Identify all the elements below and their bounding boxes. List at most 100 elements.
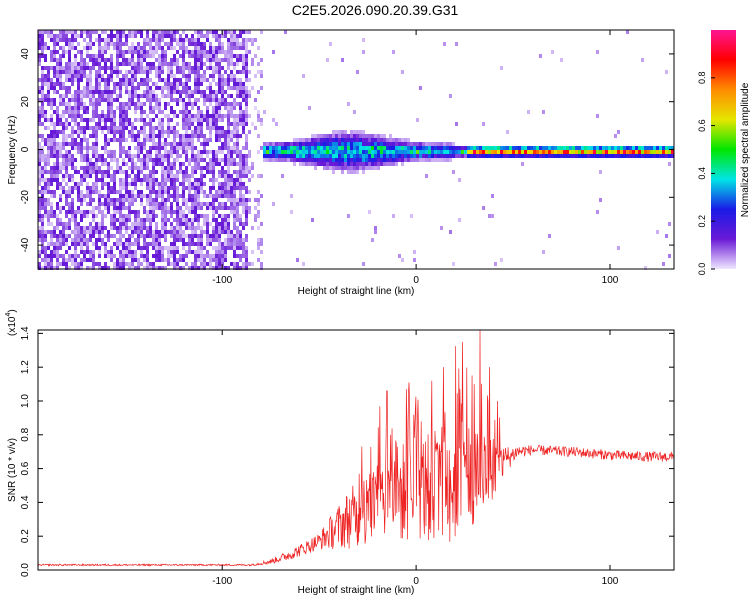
- spectrogram-cell: [140, 106, 143, 110]
- spectrogram-cell: [146, 166, 149, 170]
- spectrogram-cell: [41, 110, 44, 114]
- spectrogram-ytick-label: 20: [20, 96, 31, 108]
- spectrogram-cell: [182, 102, 185, 106]
- spectrogram-cell: [179, 94, 182, 98]
- spectrogram-cell: [146, 70, 149, 74]
- spectrogram-cell: [236, 182, 239, 186]
- spectrogram-cell: [56, 178, 59, 182]
- spectrogram-cell: [365, 158, 368, 162]
- spectrogram-cell: [488, 150, 491, 154]
- spectrogram-cell: [146, 250, 149, 254]
- spectrogram-cell: [146, 218, 149, 222]
- spectrogram-cell: [221, 194, 224, 198]
- spectrogram-cell: [188, 54, 191, 58]
- spectrogram-cell: [185, 78, 188, 82]
- spectrogram-cell: [203, 266, 206, 270]
- spectrogram-cell: [197, 238, 200, 242]
- spectrogram-cell: [92, 134, 95, 138]
- spectrogram-cell: [65, 266, 68, 270]
- spectrogram-cell: [401, 150, 404, 154]
- spectrogram-cell: [500, 150, 503, 154]
- spectrogram-cell: [83, 126, 86, 130]
- spectrogram-cell: [245, 258, 248, 262]
- spectrogram-cell: [401, 162, 404, 166]
- spectrogram-cell: [128, 210, 131, 214]
- spectrogram-cell: [245, 62, 248, 66]
- spectrogram-cell: [224, 218, 227, 222]
- spectrogram-cell: [203, 182, 206, 186]
- spectrogram-cell: [167, 154, 170, 158]
- spectrogram-cell: [542, 150, 545, 154]
- spectrogram-cell: [89, 74, 92, 78]
- spectrogram-cell: [101, 38, 104, 42]
- spectrogram-cell: [50, 86, 53, 90]
- spectrogram-cell: [191, 234, 194, 238]
- spectrogram-cell: [218, 58, 221, 62]
- spectrogram-cell: [164, 210, 167, 214]
- spectrogram-cell: [68, 206, 71, 210]
- spectrogram-cell: [185, 158, 188, 162]
- spectrogram-cell: [83, 118, 86, 122]
- spectrogram-cell: [152, 50, 155, 54]
- spectrogram-cell: [413, 158, 416, 162]
- spectrogram-cell: [38, 150, 41, 154]
- spectrogram-cell: [53, 110, 56, 114]
- spectrogram-cell: [176, 266, 179, 270]
- spectrogram-cell: [122, 30, 125, 34]
- spectrogram-cell: [44, 178, 47, 182]
- spectrogram-cell: [320, 150, 323, 154]
- spectrogram-cell: [47, 266, 50, 270]
- spectrogram-cell: [458, 146, 461, 150]
- spectrogram-cell: [77, 222, 80, 226]
- spectrogram-cell: [95, 174, 98, 178]
- spectrogram-cell: [107, 190, 110, 194]
- spectrogram-cell: [38, 266, 41, 270]
- spectrogram-cell: [194, 130, 197, 134]
- spectrogram-cell: [56, 146, 59, 150]
- spectrogram-cell: [251, 58, 254, 62]
- spectrogram-cell: [38, 254, 41, 258]
- spectrogram-cell: [356, 162, 359, 166]
- spectrogram-cell: [257, 46, 260, 50]
- spectrogram-cell: [233, 178, 236, 182]
- spectrogram-cell: [47, 162, 50, 166]
- spectrogram-cell: [44, 94, 47, 98]
- spectrogram-cell: [317, 154, 320, 158]
- spectrogram-cell: [473, 146, 476, 150]
- spectrogram-cell: [392, 142, 395, 146]
- spectrogram-cell: [95, 62, 98, 66]
- spectrogram-cell: [50, 98, 53, 102]
- spectrogram-cell: [56, 234, 59, 238]
- spectrogram-cell: [449, 158, 452, 162]
- spectrogram-cell: [131, 210, 134, 214]
- spectrogram-cell: [116, 170, 119, 174]
- spectrogram-cell: [164, 102, 167, 106]
- spectrogram-cell: [410, 150, 413, 154]
- spectrogram-cell: [155, 38, 158, 42]
- spectrogram-cell: [143, 194, 146, 198]
- spectrogram-cell: [59, 122, 62, 126]
- spectrogram-cell: [38, 230, 41, 234]
- spectrogram-cell: [146, 178, 149, 182]
- spectrogram-cell: [107, 194, 110, 198]
- spectrogram-cell: [89, 234, 92, 238]
- spectrogram-cell: [209, 134, 212, 138]
- spectrogram-cell: [149, 130, 152, 134]
- spectrogram-cell: [188, 38, 191, 42]
- spectrogram-cell: [74, 258, 77, 262]
- spectrogram-cell: [185, 130, 188, 134]
- spectrogram-cell: [605, 146, 608, 150]
- spectrogram-cell: [161, 142, 164, 146]
- spectrogram-cell: [74, 166, 77, 170]
- spectrogram-cell: [413, 154, 416, 158]
- spectrogram-cell: [182, 118, 185, 122]
- spectrogram-cell: [56, 38, 59, 42]
- spectrogram-cell: [62, 142, 65, 146]
- spectrogram-cell: [119, 266, 122, 270]
- spectrogram-cell: [230, 234, 233, 238]
- spectrogram-cell: [113, 134, 116, 138]
- spectrogram-cell: [167, 246, 170, 250]
- spectrogram-cell: [218, 238, 221, 242]
- spectrogram-cell: [131, 66, 134, 70]
- spectrogram-cell: [143, 50, 146, 54]
